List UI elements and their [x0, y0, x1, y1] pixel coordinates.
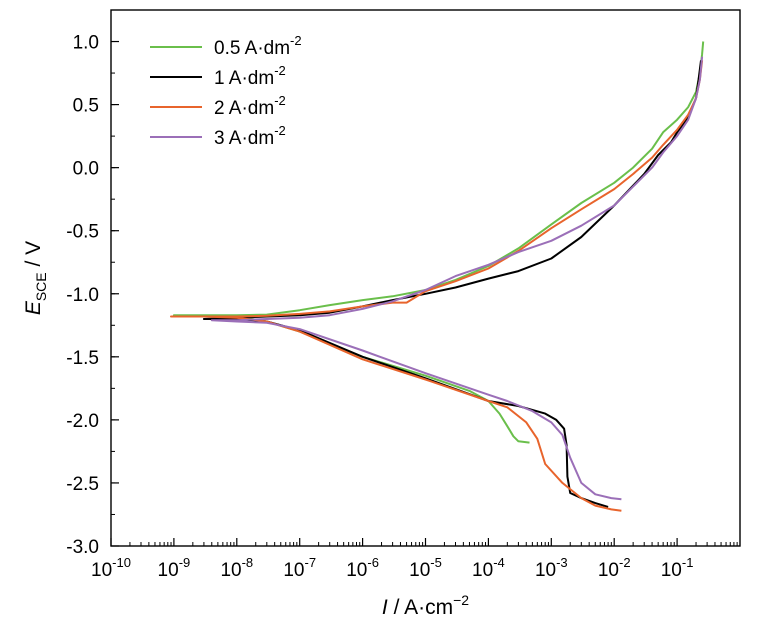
x-tick-label: 10-4 — [472, 555, 505, 581]
y-tick-label: -0.5 — [66, 222, 99, 243]
plot-frame — [110, 9, 741, 547]
x-tick-label: 10-7 — [283, 555, 316, 581]
x-tick-label: 10-10 — [91, 555, 131, 581]
axes-layer: 10-10 10-9 10-8 10-7 10-6 10-5 10-4 10-3 10-2 10-… — [66, 9, 741, 581]
y-tick-label: -3.0 — [66, 537, 99, 558]
x-tick-label: 10-8 — [220, 555, 253, 581]
series-line-1 — [172, 41, 705, 444]
y-tick-label: -2.5 — [66, 474, 99, 495]
legend-label-1: 0.5 A·dm-2 — [214, 33, 302, 59]
y-axis-title: ESCE / V — [22, 241, 49, 315]
x-tick-label: 10-6 — [346, 555, 379, 581]
series-layer — [170, 41, 705, 512]
y-tick-label: 0.0 — [73, 159, 99, 180]
x-tick-label: 10-3 — [535, 555, 568, 581]
x-tick-label: 10-9 — [158, 555, 191, 581]
y-tick-label: -1.5 — [66, 348, 99, 369]
y-tick-label: -2.0 — [66, 411, 99, 432]
y-tick-label: 1.0 — [73, 33, 99, 54]
legend-label-3: 2 A·dm-2 — [214, 93, 286, 119]
x-tick-label: 10-2 — [598, 555, 631, 581]
legend-label-2: 1 A·dm-2 — [214, 63, 286, 89]
series-line-4 — [210, 56, 704, 501]
legend-label-4: 3 A·dm-2 — [214, 123, 286, 149]
x-tick-label: 10-1 — [661, 555, 694, 581]
legend: 0.5 A·dm-2 1 A·dm-2 2 A·dm-2 3 A·dm-2 — [150, 33, 302, 149]
y-tick-label: 0.5 — [73, 96, 99, 117]
y-tick-label: -1.0 — [66, 285, 99, 306]
x-axis-title: I / A·cm−2 — [382, 592, 469, 619]
series-line-3 — [170, 60, 704, 512]
x-tick-label: 10-5 — [409, 555, 442, 581]
